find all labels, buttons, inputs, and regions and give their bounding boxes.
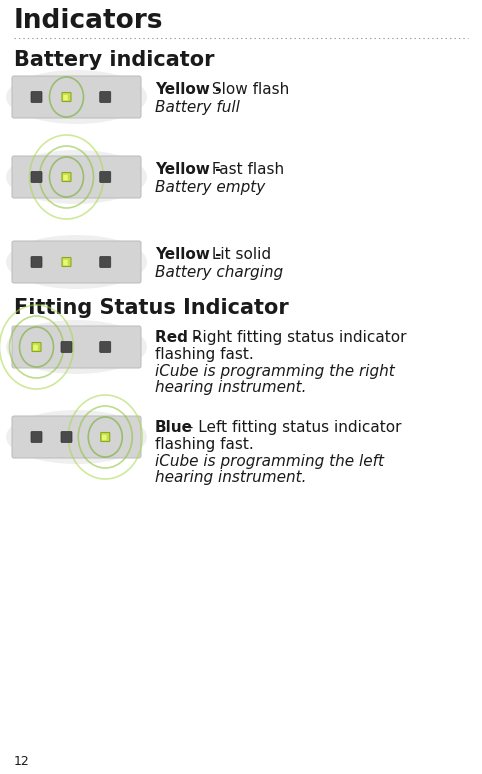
Ellipse shape: [6, 320, 147, 374]
FancyBboxPatch shape: [63, 94, 68, 101]
FancyBboxPatch shape: [61, 341, 72, 352]
FancyBboxPatch shape: [101, 433, 110, 441]
FancyBboxPatch shape: [31, 91, 42, 102]
Text: flashing fast.: flashing fast.: [155, 437, 254, 452]
Text: hearing instrument.: hearing instrument.: [155, 380, 307, 395]
Text: - Left fitting status indicator: - Left fitting status indicator: [183, 420, 402, 435]
FancyBboxPatch shape: [12, 76, 141, 118]
FancyBboxPatch shape: [100, 91, 111, 102]
Ellipse shape: [6, 235, 147, 289]
FancyBboxPatch shape: [62, 258, 71, 266]
FancyBboxPatch shape: [31, 431, 42, 443]
Ellipse shape: [6, 150, 147, 204]
Text: Red -: Red -: [155, 330, 200, 345]
Text: Battery charging: Battery charging: [155, 265, 283, 280]
Text: Battery indicator: Battery indicator: [14, 50, 214, 70]
FancyBboxPatch shape: [33, 344, 38, 351]
FancyBboxPatch shape: [12, 326, 141, 368]
FancyBboxPatch shape: [12, 416, 141, 458]
FancyBboxPatch shape: [100, 341, 111, 352]
FancyBboxPatch shape: [31, 172, 42, 183]
Text: iCube is programming the right: iCube is programming the right: [155, 364, 395, 379]
Text: hearing instrument.: hearing instrument.: [155, 470, 307, 485]
FancyBboxPatch shape: [62, 173, 71, 181]
FancyBboxPatch shape: [100, 172, 111, 183]
Text: Blue: Blue: [155, 420, 193, 435]
FancyBboxPatch shape: [32, 343, 41, 351]
Text: flashing fast.: flashing fast.: [155, 347, 254, 362]
Text: iCube is programming the left: iCube is programming the left: [155, 454, 384, 469]
FancyBboxPatch shape: [100, 256, 111, 268]
Text: Yellow -: Yellow -: [155, 162, 222, 177]
Ellipse shape: [6, 70, 147, 124]
Text: Indicators: Indicators: [14, 8, 163, 34]
FancyBboxPatch shape: [12, 241, 141, 283]
Text: Lit solid: Lit solid: [207, 247, 271, 262]
Text: Fast flash: Fast flash: [207, 162, 284, 177]
FancyBboxPatch shape: [63, 175, 68, 180]
FancyBboxPatch shape: [12, 156, 141, 198]
FancyBboxPatch shape: [102, 435, 107, 440]
Text: Battery full: Battery full: [155, 100, 240, 115]
Text: Slow flash: Slow flash: [207, 82, 289, 97]
FancyBboxPatch shape: [31, 256, 42, 268]
Text: Fitting Status Indicator: Fitting Status Indicator: [14, 298, 289, 318]
Text: 12: 12: [14, 755, 30, 768]
Text: Battery empty: Battery empty: [155, 180, 265, 195]
FancyBboxPatch shape: [62, 93, 71, 101]
Text: Yellow -: Yellow -: [155, 247, 222, 262]
Text: Right fitting status indicator: Right fitting status indicator: [187, 330, 406, 345]
Text: Yellow -: Yellow -: [155, 82, 222, 97]
FancyBboxPatch shape: [61, 431, 72, 443]
Ellipse shape: [6, 410, 147, 464]
FancyBboxPatch shape: [63, 260, 68, 265]
